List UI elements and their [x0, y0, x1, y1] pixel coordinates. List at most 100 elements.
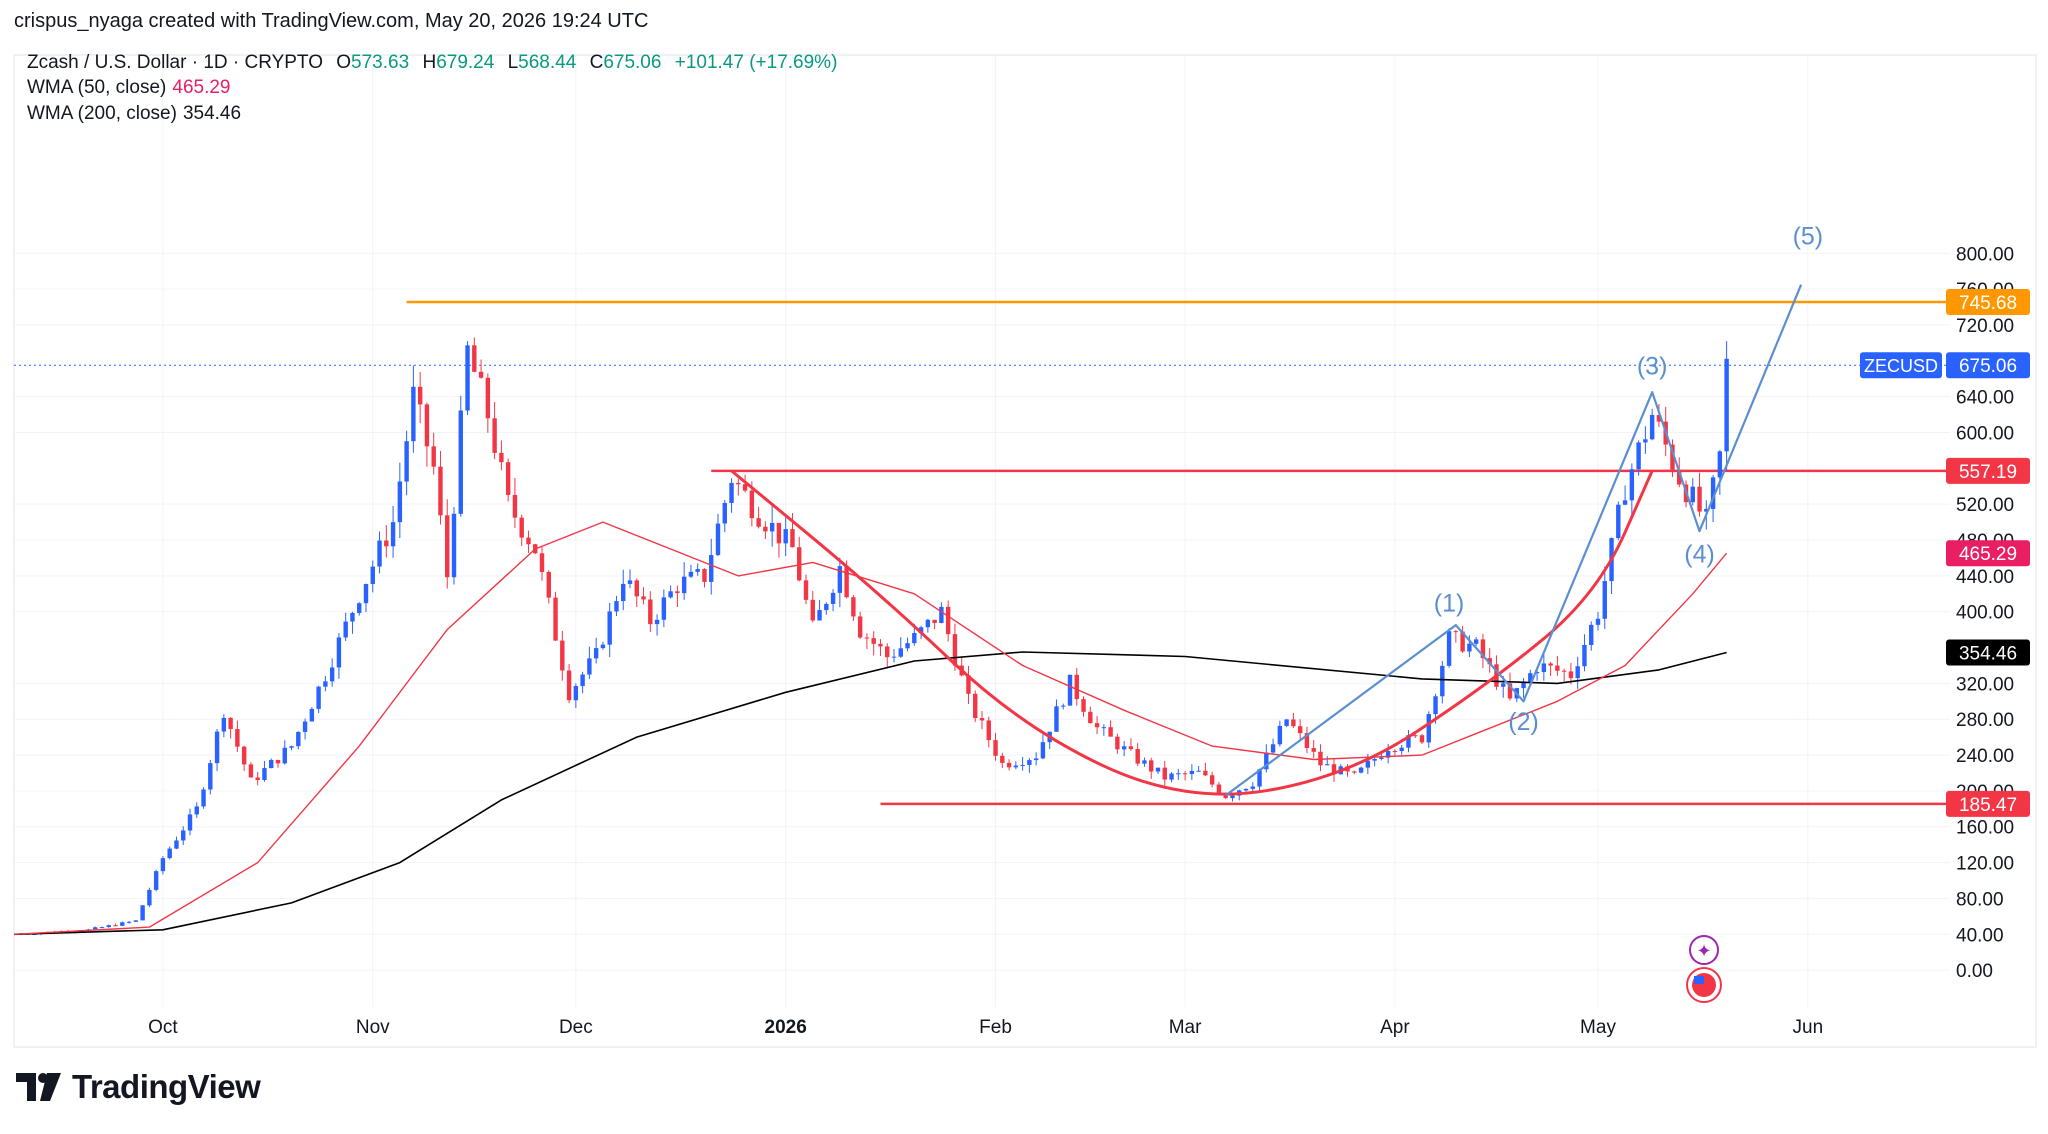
candle-body [891, 656, 897, 658]
candle-body [370, 566, 375, 585]
candle-body [1507, 683, 1513, 699]
candle-body [1088, 711, 1093, 724]
candle-body [749, 490, 755, 519]
candle-body [1433, 696, 1438, 715]
candle-body [600, 644, 606, 649]
candle-body [505, 462, 511, 495]
candle-body [397, 481, 403, 523]
candle-body [1216, 784, 1222, 794]
candle-body [1399, 747, 1404, 752]
y-tick-label: 600.00 [1956, 424, 2014, 445]
candle-body [1446, 631, 1452, 666]
candle-body [1501, 683, 1506, 687]
candle-body [837, 566, 843, 593]
candle-body [742, 484, 748, 491]
candle-body [1101, 727, 1107, 729]
candle-body [451, 513, 457, 578]
candle-body [174, 840, 179, 849]
candle-body [1460, 631, 1465, 652]
candle-body [1067, 674, 1073, 706]
candle-body [296, 731, 301, 747]
tradingview-logo[interactable]: TradingView [16, 1068, 261, 1106]
candle-body [1352, 771, 1357, 773]
candle-body [878, 643, 883, 647]
candle-body [343, 621, 348, 638]
candle-body [208, 763, 213, 790]
candle-body [316, 686, 321, 709]
candle-body [1270, 744, 1276, 753]
open-value: 573.63 [351, 52, 410, 73]
candle-body [1000, 755, 1005, 763]
wma200-legend[interactable]: WMA (200, close) 354.46 [27, 103, 241, 125]
candle-body [235, 729, 240, 747]
candle-body [302, 721, 308, 732]
candle-body [736, 482, 741, 485]
candle-body [797, 547, 802, 581]
grid-lines [14, 55, 1950, 1007]
close-value: 675.06 [603, 52, 662, 73]
candle-body [1385, 751, 1391, 758]
wave-label: (5) [1793, 222, 1824, 250]
symbol-title[interactable]: Zcash / U.S. Dollar · 1D · CRYPTO [27, 52, 323, 73]
wma200-value: 354.46 [182, 103, 242, 124]
candle-body [1115, 736, 1120, 750]
candle-body [1379, 757, 1384, 760]
sparkle-event-icon[interactable] [1689, 935, 1719, 965]
y-tick-label: 280.00 [1956, 710, 2014, 731]
candle-body [1582, 644, 1587, 667]
candle-body [539, 553, 545, 572]
candle-body [214, 731, 220, 764]
candle-body [126, 921, 132, 923]
wma200-label: WMA (200, close) [27, 103, 177, 124]
candle-body [1128, 746, 1134, 750]
candle-body [79, 930, 84, 932]
candle-body [1453, 631, 1459, 633]
candle-body [1473, 639, 1479, 644]
wma50-legend[interactable]: WMA (50, close) 465.29 [27, 77, 231, 99]
candle-body [1297, 726, 1303, 734]
candle-body [1311, 748, 1316, 752]
wma50-line [13, 521, 1728, 935]
low-label: L [507, 52, 519, 73]
candle-body [986, 720, 991, 741]
candle-body [1528, 673, 1533, 683]
price-tag-label: 354.46 [1959, 644, 2017, 665]
candle-body [560, 640, 565, 671]
event-icons[interactable]: ✦ [1686, 935, 1722, 1003]
close-label: C [589, 52, 604, 73]
candle-body [1717, 451, 1723, 478]
candle-body [546, 571, 551, 598]
candle-body [580, 674, 585, 687]
candle-body [973, 693, 978, 719]
horizontal-levels [14, 300, 1958, 806]
open-label: O [336, 52, 352, 73]
candle-body [1440, 665, 1445, 697]
candle-body [329, 667, 335, 682]
candle-body [702, 568, 707, 582]
candle-body [181, 830, 186, 841]
price-tag [1946, 457, 2030, 484]
candle-body [248, 764, 254, 778]
tradingview-logo-icon [16, 1073, 61, 1101]
candle-body [384, 540, 389, 547]
change-value: +101.47 (+17.69%) [674, 52, 838, 73]
candle-body [1406, 735, 1411, 748]
symbol-legend: Zcash / U.S. Dollar · 1D · CRYPTO O573.6… [27, 52, 837, 74]
candle-body [1575, 666, 1580, 679]
candle-body [519, 517, 524, 538]
candle-body [1020, 764, 1025, 766]
candle-body [905, 643, 910, 649]
x-tick-label: 2026 [765, 1017, 807, 1038]
price-tag-label: 675.06 [1959, 356, 2017, 377]
candle-body [634, 580, 639, 597]
high-value: 679.24 [436, 52, 495, 73]
wma200-line [13, 651, 1727, 936]
candle-body [668, 591, 673, 598]
candle-body [763, 526, 768, 532]
candle-body [776, 522, 782, 544]
candle-body [1223, 793, 1228, 799]
candle-body [675, 591, 680, 594]
candle-body [844, 566, 849, 598]
candle-body [269, 759, 274, 769]
